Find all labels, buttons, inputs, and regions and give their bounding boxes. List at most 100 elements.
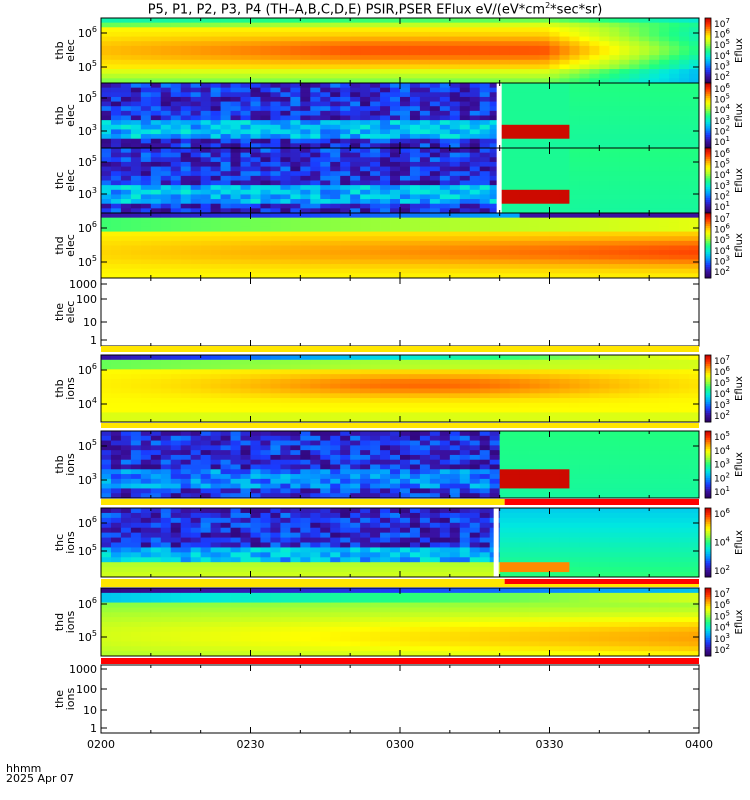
spectrogram-cell bbox=[509, 250, 520, 256]
spectrogram-cell bbox=[260, 231, 271, 237]
spectrogram-cell bbox=[539, 226, 550, 232]
spectrogram-cell bbox=[380, 106, 391, 112]
spectrogram-cell bbox=[350, 78, 361, 84]
spectrogram-cell bbox=[619, 226, 630, 232]
spectrogram-cell bbox=[380, 110, 391, 116]
spectrogram-cell bbox=[160, 355, 172, 361]
spectrogram-cell bbox=[190, 115, 202, 121]
spectrogram-cell bbox=[340, 435, 351, 441]
spectrogram-cell bbox=[400, 171, 411, 177]
spectrogram-cell bbox=[320, 208, 331, 214]
spectrogram-cell bbox=[330, 231, 341, 237]
spectrogram-cell bbox=[559, 236, 570, 242]
spectrogram-cell bbox=[340, 124, 351, 130]
spectrogram-cell bbox=[409, 50, 421, 56]
spectrogram-cell bbox=[280, 374, 291, 380]
spectrogram-cell bbox=[509, 245, 520, 251]
spectrogram-cell bbox=[449, 359, 461, 365]
spectrogram-cell bbox=[579, 364, 590, 370]
spectrogram-cell bbox=[400, 369, 411, 375]
spectrogram-cell bbox=[380, 236, 391, 242]
spectrogram-cell bbox=[101, 45, 112, 51]
spectrogram-cell bbox=[320, 87, 331, 93]
spectrogram-cell bbox=[340, 50, 351, 56]
spectrogram-cell bbox=[350, 18, 361, 24]
spectrogram-cell bbox=[619, 180, 630, 186]
spectrogram-cell bbox=[629, 106, 640, 112]
spectrogram-cell bbox=[170, 231, 182, 237]
spectrogram-cell bbox=[679, 383, 690, 389]
spectrogram-cell bbox=[380, 55, 391, 61]
spectrogram-cell bbox=[350, 64, 361, 70]
spectrogram-cell bbox=[499, 166, 511, 172]
spectrogram-cell bbox=[320, 36, 331, 42]
spectrogram-cell bbox=[529, 161, 540, 167]
spectrogram-cell bbox=[439, 199, 451, 205]
spectrogram-cell bbox=[539, 115, 550, 121]
spectrogram-cell bbox=[609, 378, 620, 385]
spectrogram-cell bbox=[280, 483, 291, 489]
spectrogram-cell bbox=[469, 83, 481, 89]
spectrogram-cell bbox=[110, 166, 122, 172]
spectrogram-cell bbox=[629, 120, 640, 126]
spectrogram-cell bbox=[130, 171, 142, 177]
spectrogram-cell bbox=[380, 383, 391, 389]
spectrogram-cell bbox=[290, 18, 301, 24]
spectrogram-cell bbox=[101, 134, 112, 140]
spectrogram-cell bbox=[479, 194, 491, 200]
spectrogram-cell bbox=[330, 161, 341, 167]
spectrogram-cell bbox=[409, 69, 421, 75]
spectrogram-cell bbox=[300, 435, 311, 441]
spectrogram-cell bbox=[629, 402, 640, 409]
spectrogram-cell bbox=[679, 250, 690, 256]
spectrogram-cell bbox=[220, 129, 231, 135]
spectrogram-cell bbox=[549, 148, 560, 154]
spectrogram-cell bbox=[629, 240, 640, 246]
spectrogram-cell bbox=[120, 115, 132, 121]
panel-label: ions bbox=[64, 377, 77, 400]
spectrogram-cell bbox=[330, 180, 341, 186]
spectrogram-cell bbox=[499, 268, 511, 274]
spectrogram-cell bbox=[340, 250, 351, 256]
spectrogram-cell bbox=[370, 364, 381, 370]
spectrogram-cell bbox=[190, 152, 202, 158]
spectrogram-cell bbox=[310, 185, 321, 191]
spectrogram-cell bbox=[679, 92, 690, 98]
spectrogram-cell bbox=[400, 59, 411, 65]
spectrogram-cell bbox=[101, 240, 112, 246]
spectrogram-cell bbox=[160, 41, 172, 47]
spectrogram-cell bbox=[300, 459, 311, 465]
spectrogram-cell bbox=[320, 250, 331, 256]
spectrogram-cell bbox=[320, 73, 331, 79]
spectrogram-cell bbox=[689, 152, 700, 158]
spectrogram-cell bbox=[499, 180, 511, 186]
spectrogram-cell bbox=[300, 180, 311, 186]
spectrogram-cell bbox=[280, 378, 291, 385]
spectrogram-cell bbox=[330, 454, 341, 461]
spectrogram-cell bbox=[320, 203, 331, 209]
spectrogram-cell bbox=[390, 236, 401, 242]
spectrogram-cell bbox=[489, 148, 501, 154]
spectrogram-cell bbox=[280, 157, 291, 163]
spectrogram-cell bbox=[350, 398, 361, 404]
spectrogram-cell bbox=[659, 402, 670, 409]
spectrogram-cell bbox=[300, 431, 311, 437]
spectrogram-cell bbox=[559, 175, 570, 181]
spectrogram-cell bbox=[609, 417, 620, 423]
spectrogram-cell bbox=[290, 383, 301, 389]
spectrogram-cell bbox=[160, 203, 172, 209]
spectrogram-cell bbox=[120, 41, 132, 47]
spectrogram-cell bbox=[320, 264, 331, 270]
spectrogram-cell bbox=[619, 143, 630, 149]
spectrogram-cell bbox=[559, 157, 570, 163]
spectrogram-cell bbox=[439, 180, 451, 186]
spectrogram-cell bbox=[429, 78, 441, 84]
spectrogram-cell bbox=[589, 185, 600, 191]
spectrogram-cell bbox=[110, 175, 122, 181]
spectrogram-cell bbox=[549, 180, 560, 186]
spectrogram-cell bbox=[200, 120, 212, 126]
spectrogram-cell bbox=[350, 435, 361, 441]
spectrogram-cell bbox=[200, 161, 212, 167]
spectrogram-cell bbox=[509, 208, 520, 214]
